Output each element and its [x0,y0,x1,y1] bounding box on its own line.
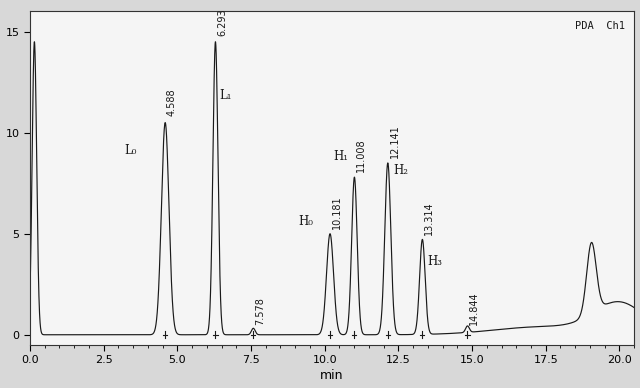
Text: 7.578: 7.578 [255,297,265,325]
Text: 4.588: 4.588 [167,88,177,116]
Text: 11.008: 11.008 [356,139,366,172]
X-axis label: min: min [320,369,344,383]
Text: 12.141: 12.141 [390,124,399,158]
Text: 10.181: 10.181 [332,195,342,229]
Text: 14.844: 14.844 [469,291,479,325]
Text: 6.293: 6.293 [217,8,227,36]
Text: H₀: H₀ [298,215,313,228]
Text: PDA  Ch1: PDA Ch1 [575,21,625,31]
Text: 13.314: 13.314 [424,201,434,235]
Text: H₂: H₂ [394,164,409,177]
Text: H₁: H₁ [333,150,348,163]
Text: L₀: L₀ [124,144,136,157]
Text: L₁: L₁ [220,89,232,102]
Text: H₃: H₃ [428,255,443,268]
